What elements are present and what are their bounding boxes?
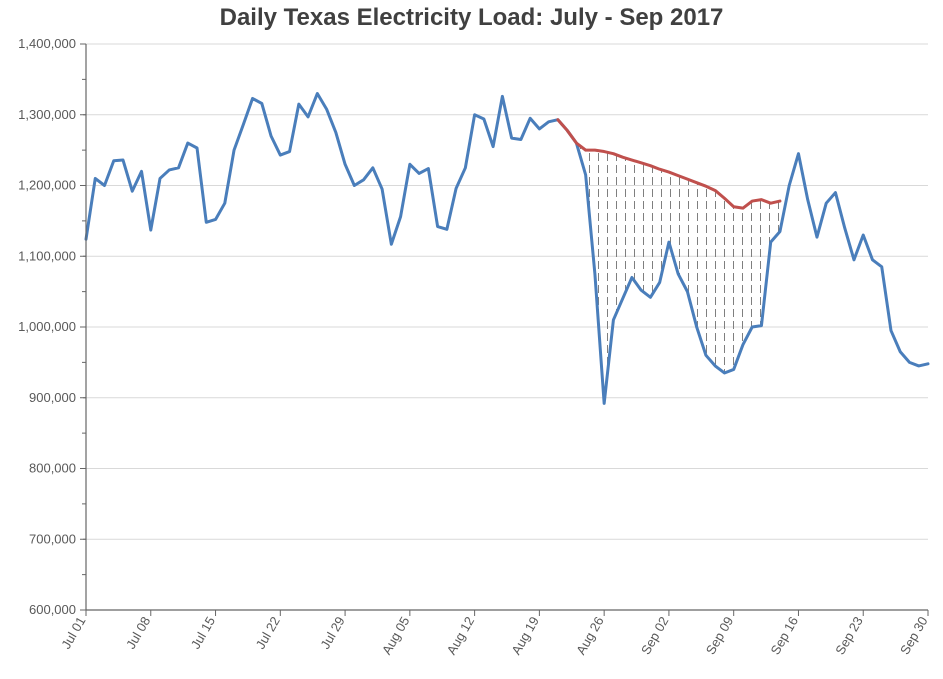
y-tick-label: 800,000	[29, 461, 76, 476]
x-tick-label: Sep 23	[832, 614, 866, 657]
chart-title: Daily Texas Electricity Load: July - Sep…	[0, 4, 943, 32]
y-tick-label: 700,000	[29, 531, 76, 546]
y-tick-label: 900,000	[29, 390, 76, 405]
x-tick-label: Aug 26	[573, 614, 607, 657]
x-tick-label: Sep 02	[638, 614, 672, 657]
x-tick-label: Jul 22	[253, 614, 283, 652]
chart-container: Daily Texas Electricity Load: July - Sep…	[0, 0, 943, 679]
y-tick-label: 1,300,000	[18, 107, 76, 122]
x-tick-label: Sep 16	[767, 614, 801, 657]
x-tick-label: Aug 12	[444, 614, 478, 657]
x-tick-label: Jul 15	[188, 614, 218, 652]
x-tick-label: Jul 08	[123, 614, 153, 652]
y-tick-label: 600,000	[29, 602, 76, 617]
y-tick-label: 1,400,000	[18, 36, 76, 51]
y-tick-label: 1,000,000	[18, 319, 76, 334]
chart-svg: 600,000 700,000 800,000 900,000 1,000,000 1,1…	[0, 0, 943, 679]
x-tick-label: Aug 05	[379, 614, 413, 657]
x-tick-label: Jul 29	[317, 614, 347, 652]
x-tick-label: Aug 19	[508, 614, 542, 657]
x-tick-label: Jul 01	[58, 614, 88, 652]
y-tick-label: 1,200,000	[18, 178, 76, 193]
x-tick-label: Sep 09	[703, 614, 737, 657]
x-tick-label: Sep 30	[897, 614, 931, 657]
y-tick-label: 1,100,000	[18, 248, 76, 263]
